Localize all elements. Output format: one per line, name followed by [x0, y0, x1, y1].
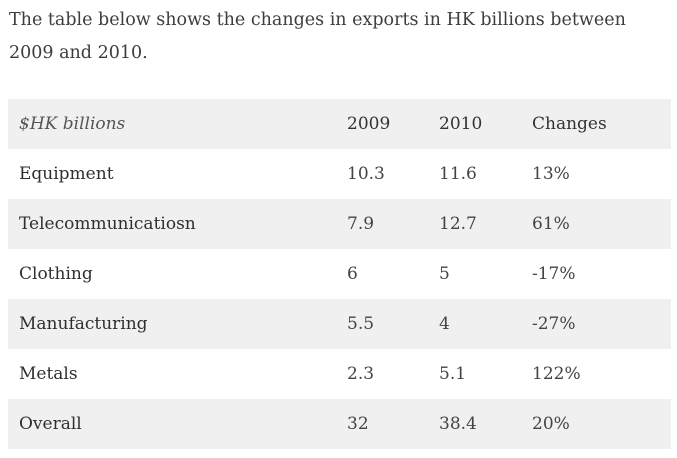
table-row: Manufacturing 5.5 4 -27%: [8, 299, 671, 349]
row-label: Metals: [19, 364, 78, 384]
value-2010: 5.1: [439, 364, 467, 384]
value-2010: 4: [439, 314, 450, 334]
row-label: Telecommunicatiosn: [19, 214, 196, 234]
value-change: -17%: [532, 264, 576, 284]
row-label: Manufacturing: [19, 314, 148, 334]
table-row: Equipment 10.3 11.6 13%: [8, 149, 671, 199]
value-change: 61%: [532, 214, 570, 234]
row-label: Overall: [19, 414, 82, 434]
value-2010: 5: [439, 264, 450, 284]
exports-table: $HK billions 2009 2010 Changes Equipment…: [8, 99, 671, 449]
header-unit: $HK billions: [19, 114, 126, 134]
value-change: 122%: [532, 364, 581, 384]
header-changes: Changes: [532, 114, 607, 134]
header-2010: 2010: [439, 114, 483, 134]
value-2010: 12.7: [439, 214, 477, 234]
table-header-row: $HK billions 2009 2010 Changes: [8, 99, 671, 149]
table-row: Overall 32 38.4 20%: [8, 399, 671, 449]
header-2009: 2009: [347, 114, 391, 134]
value-change: 20%: [532, 414, 570, 434]
table-row: Clothing 6 5 -17%: [8, 249, 671, 299]
row-label: Clothing: [19, 264, 93, 284]
value-2009: 7.9: [347, 214, 375, 234]
row-label: Equipment: [19, 164, 114, 184]
value-2009: 10.3: [347, 164, 385, 184]
value-2009: 32: [347, 414, 369, 434]
value-change: 13%: [532, 164, 570, 184]
value-2009: 2.3: [347, 364, 375, 384]
value-2010: 11.6: [439, 164, 477, 184]
table-row: Metals 2.3 5.1 122%: [8, 349, 671, 399]
value-2010: 38.4: [439, 414, 477, 434]
value-change: -27%: [532, 314, 576, 334]
intro-text: The table below shows the changes in exp…: [9, 10, 626, 63]
table-row: Telecommunicatiosn 7.9 12.7 61%: [8, 199, 671, 249]
value-2009: 6: [347, 264, 358, 284]
value-2009: 5.5: [347, 314, 375, 334]
